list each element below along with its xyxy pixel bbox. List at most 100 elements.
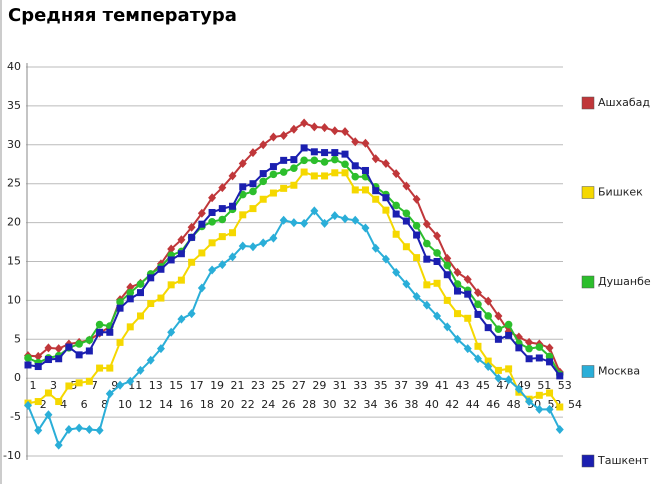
point — [279, 215, 288, 225]
point — [239, 211, 247, 219]
point — [85, 377, 93, 385]
point — [484, 324, 492, 332]
point — [545, 352, 554, 361]
point — [157, 294, 165, 302]
point — [116, 380, 125, 390]
point — [279, 130, 288, 140]
point — [412, 221, 421, 230]
point — [269, 233, 278, 243]
point — [248, 148, 257, 158]
x-tick-label: 7 — [91, 379, 98, 392]
point — [463, 344, 472, 354]
point — [177, 235, 186, 245]
y-tick-label: 30 — [7, 138, 21, 151]
x-tick-label: 33 — [353, 379, 367, 392]
legend-swatch — [581, 275, 595, 289]
x-tick-label: 51 — [537, 379, 551, 392]
point — [188, 233, 196, 241]
point — [146, 355, 155, 365]
x-tick-label: 48 — [507, 398, 521, 411]
point — [218, 215, 227, 224]
legend-swatch — [581, 365, 595, 378]
point — [249, 187, 257, 196]
point — [341, 160, 349, 169]
point — [504, 375, 513, 385]
x-tick-label: 12 — [138, 398, 152, 411]
point — [392, 230, 400, 238]
point — [494, 366, 502, 374]
y-tick-label: 35 — [7, 99, 21, 112]
point — [351, 215, 360, 225]
point — [280, 184, 288, 192]
point — [402, 209, 411, 218]
x-tick-label: 26 — [282, 398, 296, 411]
point — [330, 126, 339, 136]
point — [198, 249, 206, 257]
point — [126, 376, 135, 386]
point — [54, 344, 63, 354]
point — [289, 218, 298, 228]
point — [310, 156, 319, 165]
point — [453, 280, 462, 288]
point — [371, 154, 380, 164]
x-tick-label: 17 — [190, 379, 204, 392]
point — [259, 177, 268, 186]
point — [382, 206, 390, 214]
x-tick-label: 40 — [425, 398, 439, 411]
point — [136, 365, 145, 375]
point — [218, 205, 226, 213]
point — [545, 343, 554, 353]
point — [65, 382, 73, 390]
point — [525, 397, 534, 407]
x-tick-label: 34 — [363, 398, 377, 411]
point — [402, 181, 411, 191]
x-tick-label: 35 — [374, 379, 388, 392]
x-tick-label: 21 — [231, 379, 245, 392]
point — [484, 357, 492, 365]
point — [433, 311, 442, 321]
x-tick-label: 31 — [333, 379, 347, 392]
point — [126, 288, 135, 297]
x-tick-label: 16 — [179, 398, 193, 411]
point — [75, 423, 84, 433]
x-tick-label: 24 — [261, 398, 275, 411]
x-tick-label: 39 — [415, 379, 429, 392]
point — [208, 265, 217, 275]
point — [412, 292, 421, 302]
point — [443, 322, 452, 332]
x-tick-label: 2 — [40, 398, 47, 411]
point — [443, 296, 451, 304]
point — [494, 325, 503, 333]
point — [167, 244, 176, 254]
chart-title: Средняя температура — [8, 5, 237, 26]
point — [208, 218, 216, 226]
point — [105, 389, 114, 399]
point — [423, 239, 431, 248]
point — [95, 425, 104, 435]
point — [535, 404, 544, 414]
point — [300, 144, 308, 152]
point — [361, 186, 369, 194]
point — [535, 343, 544, 351]
point — [136, 289, 144, 297]
legend-swatch — [581, 96, 595, 110]
point — [372, 195, 380, 203]
legend-label: Бишкек — [598, 186, 643, 199]
point — [34, 351, 43, 361]
point — [167, 256, 175, 264]
point — [505, 331, 513, 339]
point — [515, 344, 523, 352]
x-tick-label: 44 — [466, 398, 480, 411]
y-tick-label: 5 — [14, 332, 21, 345]
point — [443, 253, 452, 263]
point — [208, 193, 217, 203]
x-tick-label: 20 — [220, 398, 234, 411]
x-tick-label: 6 — [81, 398, 88, 411]
point — [423, 255, 431, 263]
y-tick-label: -10 — [3, 449, 21, 462]
point — [116, 304, 124, 312]
point — [341, 150, 349, 158]
point — [320, 218, 329, 228]
x-tick-label: 32 — [343, 398, 357, 411]
